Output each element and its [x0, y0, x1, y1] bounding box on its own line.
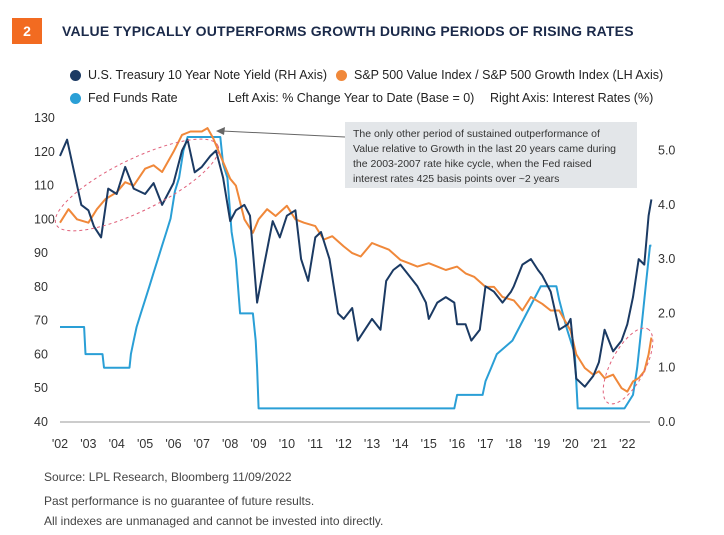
x-tick-label: '18: [506, 437, 522, 451]
legend-dot-treasury: [70, 69, 81, 81]
x-tick-label: '06: [165, 437, 181, 451]
left-tick-label: 120: [34, 145, 55, 159]
legend-label-ratio: S&P 500 Value Index / S&P 500 Growth Ind…: [354, 68, 664, 82]
annotation-line-4: interest rates 425 basis points over ~2 …: [353, 173, 560, 185]
legend-item-fed: Fed Funds Rate: [70, 91, 178, 105]
left-tick-label: 110: [34, 179, 54, 193]
x-tick-label: '03: [80, 437, 96, 451]
legend-label-fed: Fed Funds Rate: [88, 91, 178, 105]
annotation-arrow-line: [221, 130, 346, 138]
highlight-ellipse-2003-2007: [54, 138, 220, 232]
x-tick-label: '14: [392, 437, 408, 451]
disclaimer-2: All indexes are unmanaged and cannot be …: [44, 514, 384, 528]
right-tick-label: 1.0: [658, 361, 675, 375]
x-tick-label: '15: [421, 437, 437, 451]
legend-item-treasury: U.S. Treasury 10 Year Note Yield (RH Axi…: [70, 68, 327, 82]
x-tick-label: '22: [619, 437, 635, 451]
x-tick-label: '16: [449, 437, 465, 451]
right-tick-label: 2.0: [658, 306, 675, 320]
left-tick-label: 50: [34, 381, 48, 395]
x-tick-label: '11: [308, 437, 323, 451]
x-tick-label: '09: [250, 437, 266, 451]
legend-dot-fed: [70, 92, 81, 104]
left-tick-label: 80: [34, 280, 48, 294]
chart-title: VALUE TYPICALLY OUTPERFORMS GROWTH DURIN…: [62, 23, 634, 39]
left-tick-label: 40: [34, 415, 48, 429]
left-tick-label: 70: [34, 314, 48, 328]
annotation-box: The only other period of sustained outpe…: [345, 122, 637, 188]
right-axis-note: Right Axis: Interest Rates (%): [490, 91, 654, 105]
x-tick-label: '08: [222, 437, 238, 451]
highlight-ellipse-2022: [602, 327, 654, 405]
x-tick-label: '20: [562, 437, 578, 451]
disclaimer-1: Past performance is no guarantee of futu…: [44, 494, 315, 508]
figure-number-badge: 2: [12, 18, 42, 44]
annotation-line-1: The only other period of sustained outpe…: [353, 128, 600, 140]
source-note: Source: LPL Research, Bloomberg 11/09/20…: [44, 470, 292, 484]
x-tick-label: '02: [52, 437, 68, 451]
left-tick-label: 60: [34, 347, 48, 361]
legend-dot-ratio: [336, 69, 347, 81]
right-tick-label: 3.0: [658, 252, 675, 266]
left-tick-label: 100: [34, 212, 55, 226]
x-tick-label: '10: [279, 437, 295, 451]
left-tick-label: 90: [34, 246, 48, 260]
right-tick-label: 5.0: [658, 144, 675, 158]
x-tick-label: '13: [364, 437, 380, 451]
series-line-treasury: [59, 138, 653, 388]
x-tick-label: '21: [591, 437, 607, 451]
annotation-line-2: Value relative to Growth in the last 20 …: [353, 143, 617, 155]
annotation-arrow-head: [216, 127, 225, 135]
legend-item-ratio: S&P 500 Value Index / S&P 500 Growth Ind…: [336, 68, 663, 82]
x-tick-label: '17: [477, 437, 493, 451]
series-line-fed: [60, 136, 652, 410]
left-axis-note: Left Axis: % Change Year to Date (Base =…: [228, 91, 475, 105]
x-tick-label: '19: [534, 437, 550, 451]
x-tick-label: '12: [336, 437, 352, 451]
left-tick-label: 130: [34, 111, 55, 125]
legend-label-treasury: U.S. Treasury 10 Year Note Yield (RH Axi…: [88, 68, 327, 82]
annotation-line-3: the 2003-2007 rate hike cycle, when the …: [353, 158, 592, 170]
x-tick-label: '04: [109, 437, 125, 451]
x-tick-label: '05: [137, 437, 153, 451]
right-tick-label: 4.0: [658, 198, 675, 212]
series-line-ratio: [59, 127, 653, 393]
x-tick-label: '07: [194, 437, 210, 451]
right-tick-label: 0.0: [658, 415, 675, 429]
